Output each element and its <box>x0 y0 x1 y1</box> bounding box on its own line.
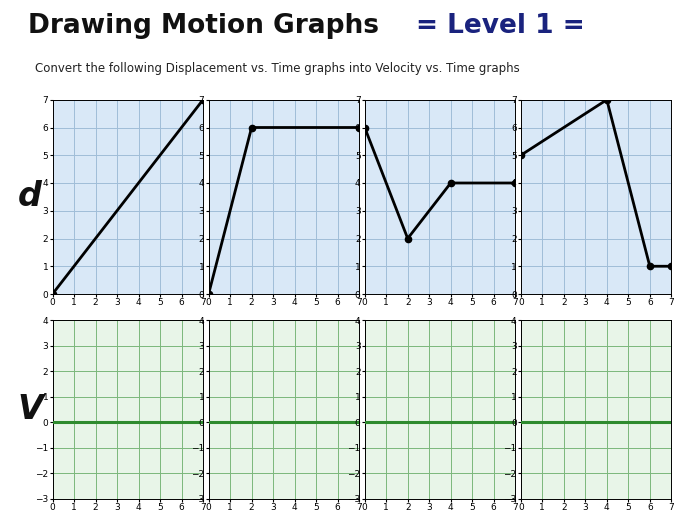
Text: V: V <box>18 393 43 426</box>
Text: Drawing Motion Graphs: Drawing Motion Graphs <box>28 13 379 39</box>
Text: d: d <box>18 181 42 213</box>
Text: = Level 1 =: = Level 1 = <box>416 13 585 39</box>
Text: Convert the following Displacement vs. Time graphs into Velocity vs. Time graphs: Convert the following Displacement vs. T… <box>35 62 519 75</box>
